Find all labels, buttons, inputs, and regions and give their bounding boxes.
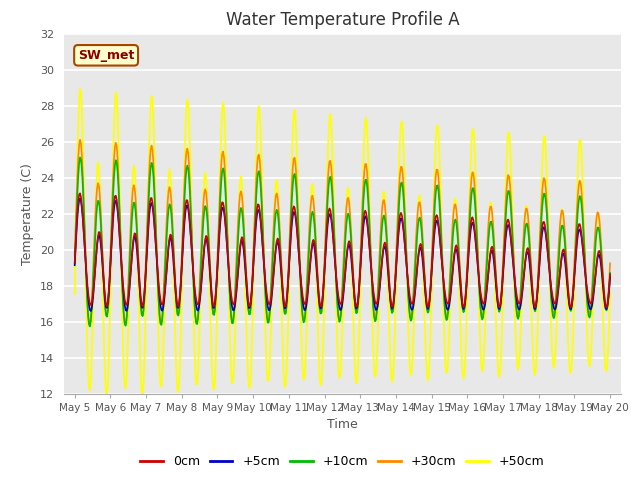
+30cm: [86, 322, 93, 327]
0cm: [209, 303, 217, 309]
+30cm: [76, 137, 84, 143]
0cm: [606, 271, 614, 277]
0cm: [603, 305, 611, 311]
0cm: [71, 260, 79, 265]
+10cm: [168, 210, 175, 216]
+50cm: [211, 387, 218, 393]
+50cm: [606, 289, 614, 295]
+10cm: [71, 261, 79, 266]
X-axis label: Time: Time: [327, 418, 358, 431]
+10cm: [606, 270, 614, 276]
+5cm: [168, 237, 175, 243]
+30cm: [168, 197, 175, 203]
+5cm: [315, 294, 323, 300]
+50cm: [388, 379, 396, 385]
0cm: [314, 278, 322, 284]
+10cm: [430, 216, 438, 222]
+5cm: [476, 285, 483, 290]
0cm: [166, 232, 174, 238]
Line: +5cm: +5cm: [75, 199, 610, 311]
Line: +50cm: +50cm: [75, 89, 610, 394]
+50cm: [476, 323, 483, 328]
+5cm: [430, 235, 438, 241]
+5cm: [76, 196, 84, 202]
+10cm: [86, 324, 93, 329]
Line: +10cm: +10cm: [75, 157, 610, 326]
+10cm: [76, 155, 84, 160]
+10cm: [315, 295, 323, 301]
0cm: [475, 273, 483, 278]
+30cm: [315, 294, 323, 300]
Line: +30cm: +30cm: [75, 140, 610, 324]
Legend: 0cm, +5cm, +10cm, +30cm, +50cm: 0cm, +5cm, +10cm, +30cm, +50cm: [135, 450, 550, 473]
Text: SW_met: SW_met: [78, 49, 134, 62]
+50cm: [71, 291, 79, 297]
+50cm: [76, 86, 84, 92]
+30cm: [430, 202, 438, 207]
+5cm: [606, 274, 614, 280]
+5cm: [87, 308, 95, 314]
Title: Water Temperature Profile A: Water Temperature Profile A: [225, 11, 460, 29]
+30cm: [71, 251, 79, 257]
+10cm: [476, 292, 483, 298]
+5cm: [211, 305, 218, 311]
0cm: [76, 191, 84, 196]
Line: 0cm: 0cm: [75, 193, 610, 308]
+50cm: [315, 354, 323, 360]
+10cm: [388, 310, 396, 316]
+30cm: [388, 309, 396, 314]
+5cm: [388, 306, 396, 312]
+50cm: [103, 391, 111, 396]
0cm: [387, 300, 395, 306]
+30cm: [606, 261, 614, 266]
+5cm: [71, 263, 79, 268]
0cm: [429, 242, 437, 248]
+10cm: [211, 312, 218, 318]
+30cm: [476, 290, 483, 296]
+50cm: [430, 190, 438, 196]
+50cm: [168, 188, 175, 193]
+30cm: [211, 311, 218, 317]
Y-axis label: Temperature (C): Temperature (C): [22, 163, 35, 264]
